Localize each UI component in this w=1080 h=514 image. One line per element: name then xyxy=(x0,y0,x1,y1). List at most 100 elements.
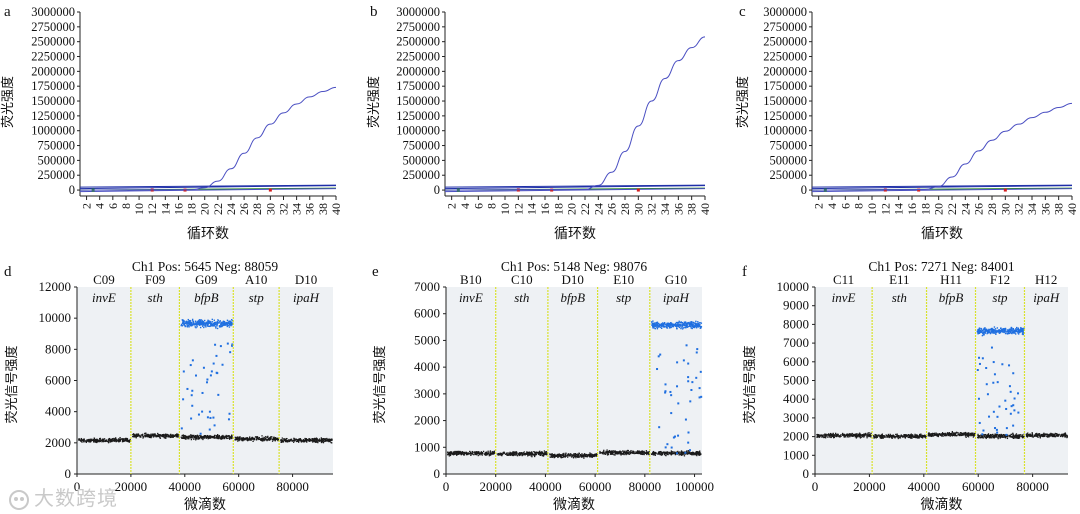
droplet-dot xyxy=(207,438,209,440)
droplet-dot xyxy=(226,321,228,324)
droplet-dot xyxy=(851,434,853,437)
droplet-dot xyxy=(997,331,999,333)
droplet-dot xyxy=(1027,434,1030,436)
droplet-dot xyxy=(274,440,276,442)
droplet-dot xyxy=(185,437,187,439)
droplet-dot xyxy=(692,323,694,325)
droplet-dot xyxy=(692,321,695,324)
droplet-dot xyxy=(541,452,543,455)
droplet-dot xyxy=(183,324,185,327)
droplet-dot xyxy=(219,320,221,323)
y-tick-label: 500000 xyxy=(403,153,441,167)
droplet-dot xyxy=(960,434,962,436)
droplet-dot xyxy=(139,435,141,437)
droplet-dot xyxy=(545,451,548,453)
droplet-dot xyxy=(686,324,688,327)
droplet-dot xyxy=(193,436,195,439)
droplet-dot xyxy=(188,319,190,322)
droplet-dot xyxy=(685,323,688,325)
x-tick-label: 30 xyxy=(998,203,1012,215)
y-tick-label: 1250000 xyxy=(31,109,75,123)
droplet-dot xyxy=(463,453,466,455)
droplet-dot xyxy=(455,453,458,456)
droplet-dot xyxy=(215,327,217,329)
droplet-dot xyxy=(569,455,571,457)
droplet-dot xyxy=(222,434,224,437)
y-axis-title: 荧光强度 xyxy=(0,76,16,128)
droplet-dot xyxy=(667,325,669,327)
droplet-dot xyxy=(1008,364,1011,367)
droplet-dot xyxy=(227,418,230,421)
droplet-dot xyxy=(951,432,954,434)
x-tick-label: 40000 xyxy=(169,479,202,494)
droplet-dot xyxy=(994,433,996,435)
droplet-dot xyxy=(572,454,574,457)
droplet-dot xyxy=(669,452,671,454)
droplet-dot xyxy=(183,321,185,323)
droplet-dot xyxy=(680,321,682,323)
droplet-dot xyxy=(213,324,215,327)
chart-title: Ch1 Pos: 7271 Neg: 84001 xyxy=(868,259,1014,274)
well-background xyxy=(279,287,333,474)
droplet-dot xyxy=(965,436,967,438)
droplet-dot xyxy=(978,327,981,329)
droplet-dot xyxy=(157,435,160,438)
droplet-dot xyxy=(269,438,271,440)
droplet-dot xyxy=(679,321,682,324)
droplet-dot xyxy=(687,323,689,325)
x-tick-label: 12 xyxy=(878,203,892,215)
droplet-dot xyxy=(531,456,533,458)
droplet-dot xyxy=(542,452,544,455)
droplet-dot xyxy=(468,453,471,455)
droplet-dot xyxy=(617,452,619,454)
droplet-dot xyxy=(654,453,656,455)
droplet-dot xyxy=(941,434,943,436)
droplet-dot xyxy=(826,434,828,436)
y-tick-label: 750000 xyxy=(38,139,76,153)
droplet-dot xyxy=(826,436,829,438)
droplet-dot xyxy=(458,451,460,453)
droplet-dot xyxy=(209,320,211,323)
droplet-dot xyxy=(114,438,116,440)
droplet-dot xyxy=(318,440,320,442)
droplet-dot xyxy=(1015,437,1018,439)
well-id-label: C10 xyxy=(511,272,533,287)
droplet-dot xyxy=(670,412,673,415)
x-tick-label: 2 xyxy=(812,203,826,209)
droplet-dot xyxy=(102,440,105,443)
droplet-dot xyxy=(492,451,494,453)
droplet-dot xyxy=(1001,328,1003,331)
droplet-dot xyxy=(983,329,986,331)
droplet-dot xyxy=(845,434,847,437)
droplet-dot xyxy=(465,454,468,456)
x-tick-label: 20 xyxy=(565,203,579,215)
droplet-dot xyxy=(1021,436,1024,439)
droplet-dot xyxy=(589,455,591,457)
x-tick-label: 14 xyxy=(892,203,906,215)
droplet-dot xyxy=(618,451,620,454)
droplet-dot xyxy=(213,434,216,437)
droplet-dot xyxy=(575,454,577,456)
droplet-dot xyxy=(693,453,695,456)
droplet-dot xyxy=(996,381,999,384)
droplet-dot xyxy=(603,449,605,452)
droplet-dot xyxy=(461,452,463,455)
droplet-dot xyxy=(267,439,270,441)
droplet-dot xyxy=(450,454,452,456)
x-tick-label: 20 xyxy=(198,203,212,215)
droplet-dot xyxy=(228,324,231,326)
droplet-dot xyxy=(993,436,995,438)
droplet-dot xyxy=(882,436,884,439)
droplet-dot xyxy=(666,327,668,329)
droplet-dot xyxy=(689,453,692,455)
droplet-dot xyxy=(829,433,832,436)
droplet-dot xyxy=(1054,436,1057,438)
droplet-dot xyxy=(199,434,201,437)
droplet-dot xyxy=(450,451,452,453)
droplet-dot xyxy=(329,439,331,441)
droplet-dot xyxy=(686,326,689,328)
droplet-dot xyxy=(625,452,627,455)
droplet-dot xyxy=(119,439,121,441)
droplet-dot xyxy=(200,319,203,321)
droplet-dot xyxy=(111,439,113,441)
